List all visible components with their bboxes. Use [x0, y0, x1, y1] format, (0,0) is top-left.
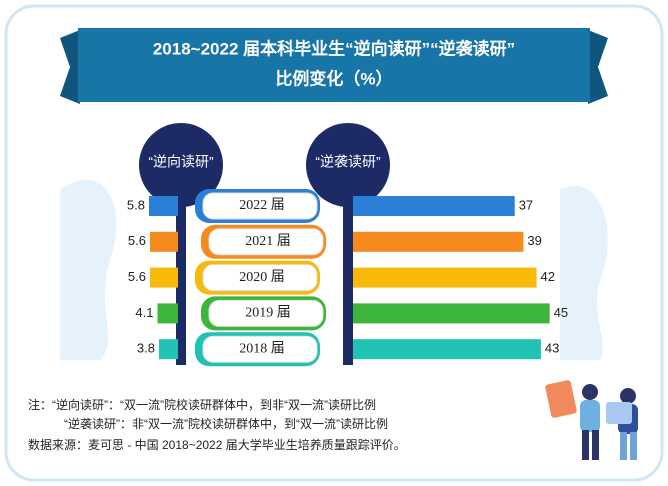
- legend-label: “逆向读研”: [148, 154, 214, 170]
- category-label: 2020 届: [239, 270, 285, 285]
- legend-label: “逆袭读研”: [315, 154, 381, 170]
- illustration: [545, 380, 638, 460]
- bar: [353, 231, 524, 252]
- value-label: 5.8: [127, 197, 145, 212]
- title-banner: [78, 28, 590, 102]
- bar: [150, 267, 178, 288]
- value-label: 3.8: [137, 341, 155, 356]
- bar: [149, 196, 178, 216]
- category-label: 2021 届: [245, 234, 291, 249]
- book-pages: [208, 228, 324, 256]
- bar: [159, 339, 178, 360]
- ribbon-end: [588, 30, 608, 104]
- value-label: 5.6: [128, 233, 146, 248]
- bar: [150, 231, 178, 252]
- legend-circle: [139, 123, 223, 207]
- value-label: 42: [541, 269, 555, 284]
- bar: [157, 303, 178, 324]
- value-label: 4.1: [135, 305, 153, 320]
- post: [176, 165, 186, 365]
- bar: [353, 303, 550, 324]
- note: 注：“逆向读研”：“双一流”院校读研群体中，到非“双一流”读研比例: [28, 397, 376, 412]
- chart-title: 2018~2022 届本科毕业生“逆向读研”“逆袭读研”: [153, 38, 515, 58]
- legend-circle: [306, 123, 390, 207]
- book-pages: [202, 192, 318, 220]
- category-label: 2022 届: [239, 198, 285, 213]
- book-pages: [202, 335, 318, 363]
- bar: [353, 196, 515, 216]
- chart-subtitle: 比例变化（%）: [275, 68, 392, 88]
- source: 数据来源：麦可思 - 中国 2018~2022 届大学毕业生培养质量跟踪评价。: [28, 437, 406, 452]
- category-label: 2018 届: [239, 341, 285, 356]
- value-label: 5.6: [128, 269, 146, 284]
- value-label: 45: [554, 305, 568, 320]
- bar: [353, 267, 537, 288]
- book-pages: [208, 299, 324, 327]
- value-label: 37: [519, 197, 533, 212]
- decor: [560, 186, 608, 360]
- note: “逆袭读研”：非“双一流”院校读研群体中，到“双一流”读研比例: [64, 416, 388, 431]
- value-label: 43: [545, 341, 559, 356]
- ribbon-end: [60, 30, 80, 104]
- bar: [353, 339, 541, 360]
- decor: [60, 179, 117, 360]
- category-label: 2019 届: [245, 306, 291, 321]
- post: [343, 165, 353, 365]
- book-pages: [202, 264, 318, 292]
- value-label: 39: [527, 233, 541, 248]
